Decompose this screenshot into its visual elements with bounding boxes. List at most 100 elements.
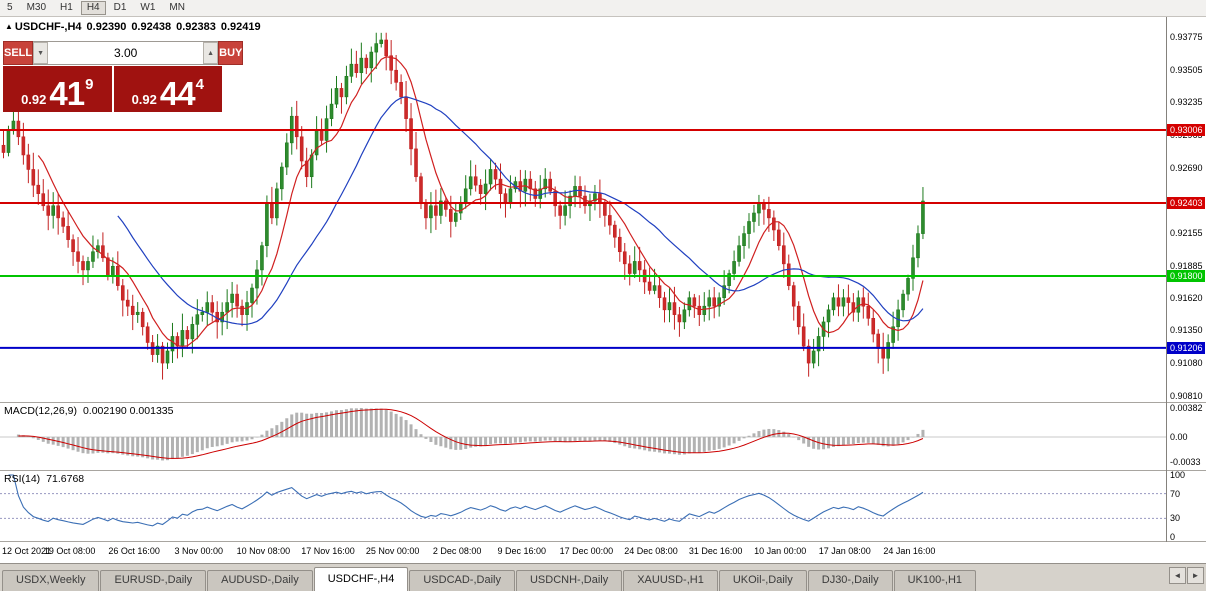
tab-scroll-left-icon[interactable]: ◄ — [1169, 567, 1186, 584]
macd-histogram-bar — [449, 437, 453, 450]
chart-tab-eurusd-daily[interactable]: EURUSD-,Daily — [100, 570, 207, 591]
candle — [578, 186, 582, 197]
candle — [742, 233, 746, 246]
timeframe-button-d1[interactable]: D1 — [108, 1, 133, 15]
macd-histogram-bar — [26, 436, 30, 438]
macd-histogram-bar — [558, 437, 562, 442]
macd-histogram-bar — [180, 437, 184, 457]
candle — [697, 305, 702, 315]
macd-histogram-bar — [384, 409, 388, 437]
macd-histogram-bar — [876, 437, 880, 445]
candle — [180, 330, 185, 347]
macd-chart[interactable] — [0, 403, 1166, 470]
buy-button[interactable]: BUY — [218, 41, 244, 65]
chart-tab-xauusd-h1[interactable]: XAUUSD-,H1 — [623, 570, 718, 591]
buy-price-display[interactable]: 0.92 44 4 — [113, 66, 222, 112]
chart-tab-dj30-daily[interactable]: DJ30-,Daily — [807, 570, 893, 591]
macd-histogram-bar — [553, 437, 557, 442]
candle — [434, 205, 438, 216]
volume-input[interactable] — [48, 42, 204, 64]
candle — [319, 130, 324, 141]
candle — [76, 251, 80, 262]
macd-histogram-bar — [464, 437, 468, 449]
panel-separator[interactable] — [0, 470, 1206, 471]
candle — [86, 261, 90, 271]
macd-histogram-bar — [856, 437, 860, 444]
sell-price-display[interactable]: 0.92 41 9 — [3, 66, 112, 112]
candle — [593, 193, 597, 202]
timeframe-button-m30[interactable]: M30 — [21, 1, 52, 15]
candle — [339, 88, 344, 98]
macd-histogram-bar — [757, 431, 761, 437]
timeframe-button-w1[interactable]: W1 — [134, 1, 161, 15]
candle — [185, 330, 190, 340]
macd-histogram-bar — [325, 412, 329, 437]
price-tick: 0.91620 — [1170, 292, 1203, 303]
candle — [692, 297, 697, 307]
time-label: 31 Dec 16:00 — [688, 546, 743, 556]
time-label: 3 Nov 00:00 — [174, 546, 224, 556]
candle — [503, 193, 508, 204]
candle — [160, 345, 165, 364]
time-label: 9 Dec 16:00 — [497, 546, 547, 556]
timeframe-button-mn[interactable]: MN — [163, 1, 191, 15]
timeframe-button-h4[interactable]: H4 — [80, 1, 106, 15]
macd-histogram-bar — [379, 408, 383, 437]
candle — [737, 245, 741, 262]
macd-histogram-bar — [280, 421, 284, 437]
candle — [627, 263, 632, 274]
macd-histogram-bar — [374, 408, 378, 437]
macd-histogram-bar — [146, 437, 150, 459]
macd-histogram-bar — [330, 411, 334, 437]
candle — [255, 269, 259, 289]
price-level-badge: 0.91206 — [1167, 341, 1205, 354]
candle — [791, 285, 796, 307]
candle — [21, 136, 26, 156]
chart-tab-ukoil-daily[interactable]: UKOil-,Daily — [718, 570, 807, 591]
chart-ohlc-header: ▲ USDCHF-,H4 0.92390 0.92438 0.92383 0.92419 — [5, 21, 266, 33]
macd-histogram-bar — [817, 437, 821, 450]
rsi-chart[interactable] — [0, 471, 1166, 541]
macd-histogram-bar — [822, 437, 826, 450]
candle — [861, 297, 866, 307]
macd-histogram-bar — [479, 437, 483, 447]
macd-histogram-bar — [225, 437, 229, 444]
price-chart[interactable] — [0, 17, 1166, 403]
macd-histogram-bar — [573, 437, 577, 441]
chart-tab-uk100-h1[interactable]: UK100-,H1 — [893, 570, 977, 591]
volume-increase-button[interactable]: ▲ — [203, 42, 219, 64]
macd-histogram-bar — [653, 437, 657, 452]
chart-tab-audusd-daily[interactable]: AUDUSD-,Daily — [207, 570, 313, 591]
candle — [523, 178, 528, 192]
candle — [61, 217, 65, 227]
macd-histogram-bar — [111, 437, 115, 454]
macd-histogram-bar — [613, 437, 617, 444]
timeframe-button-h1[interactable]: H1 — [54, 1, 79, 15]
sell-button[interactable]: SELL — [3, 41, 34, 65]
candle — [712, 297, 717, 307]
candle — [240, 305, 244, 315]
chart-tab-usdcad-daily[interactable]: USDCAD-,Daily — [409, 570, 515, 591]
tab-scroll-right-icon[interactable]: ► — [1187, 567, 1204, 584]
macd-histogram-bar — [166, 437, 170, 461]
candle — [906, 278, 910, 295]
rsi-tick: 70 — [1170, 488, 1181, 499]
macd-histogram-bar — [369, 408, 373, 437]
chart-tab-usdchf-h4[interactable]: USDCHF-,H4 — [313, 567, 409, 591]
macd-histogram-bar — [792, 436, 796, 438]
chart-tab-usdcnh-daily[interactable]: USDCNH-,Daily — [515, 570, 623, 591]
volume-decrease-button[interactable]: ▼ — [33, 42, 49, 64]
macd-histogram-bar — [747, 435, 751, 437]
chart-tab-usdx-weekly[interactable]: USDX,Weekly — [2, 570, 100, 591]
candle — [145, 326, 150, 343]
timeframe-button-5[interactable]: 5 — [1, 1, 19, 15]
macd-histogram-bar — [563, 437, 567, 443]
macd-histogram-bar — [881, 437, 885, 447]
panel-separator[interactable] — [0, 402, 1206, 403]
candle — [205, 302, 210, 313]
macd-histogram-bar — [126, 437, 130, 456]
macd-histogram-bar — [722, 437, 726, 448]
macd-histogram-bar — [91, 437, 95, 454]
candle — [657, 285, 662, 299]
price-level-badge: 0.92403 — [1167, 196, 1205, 209]
